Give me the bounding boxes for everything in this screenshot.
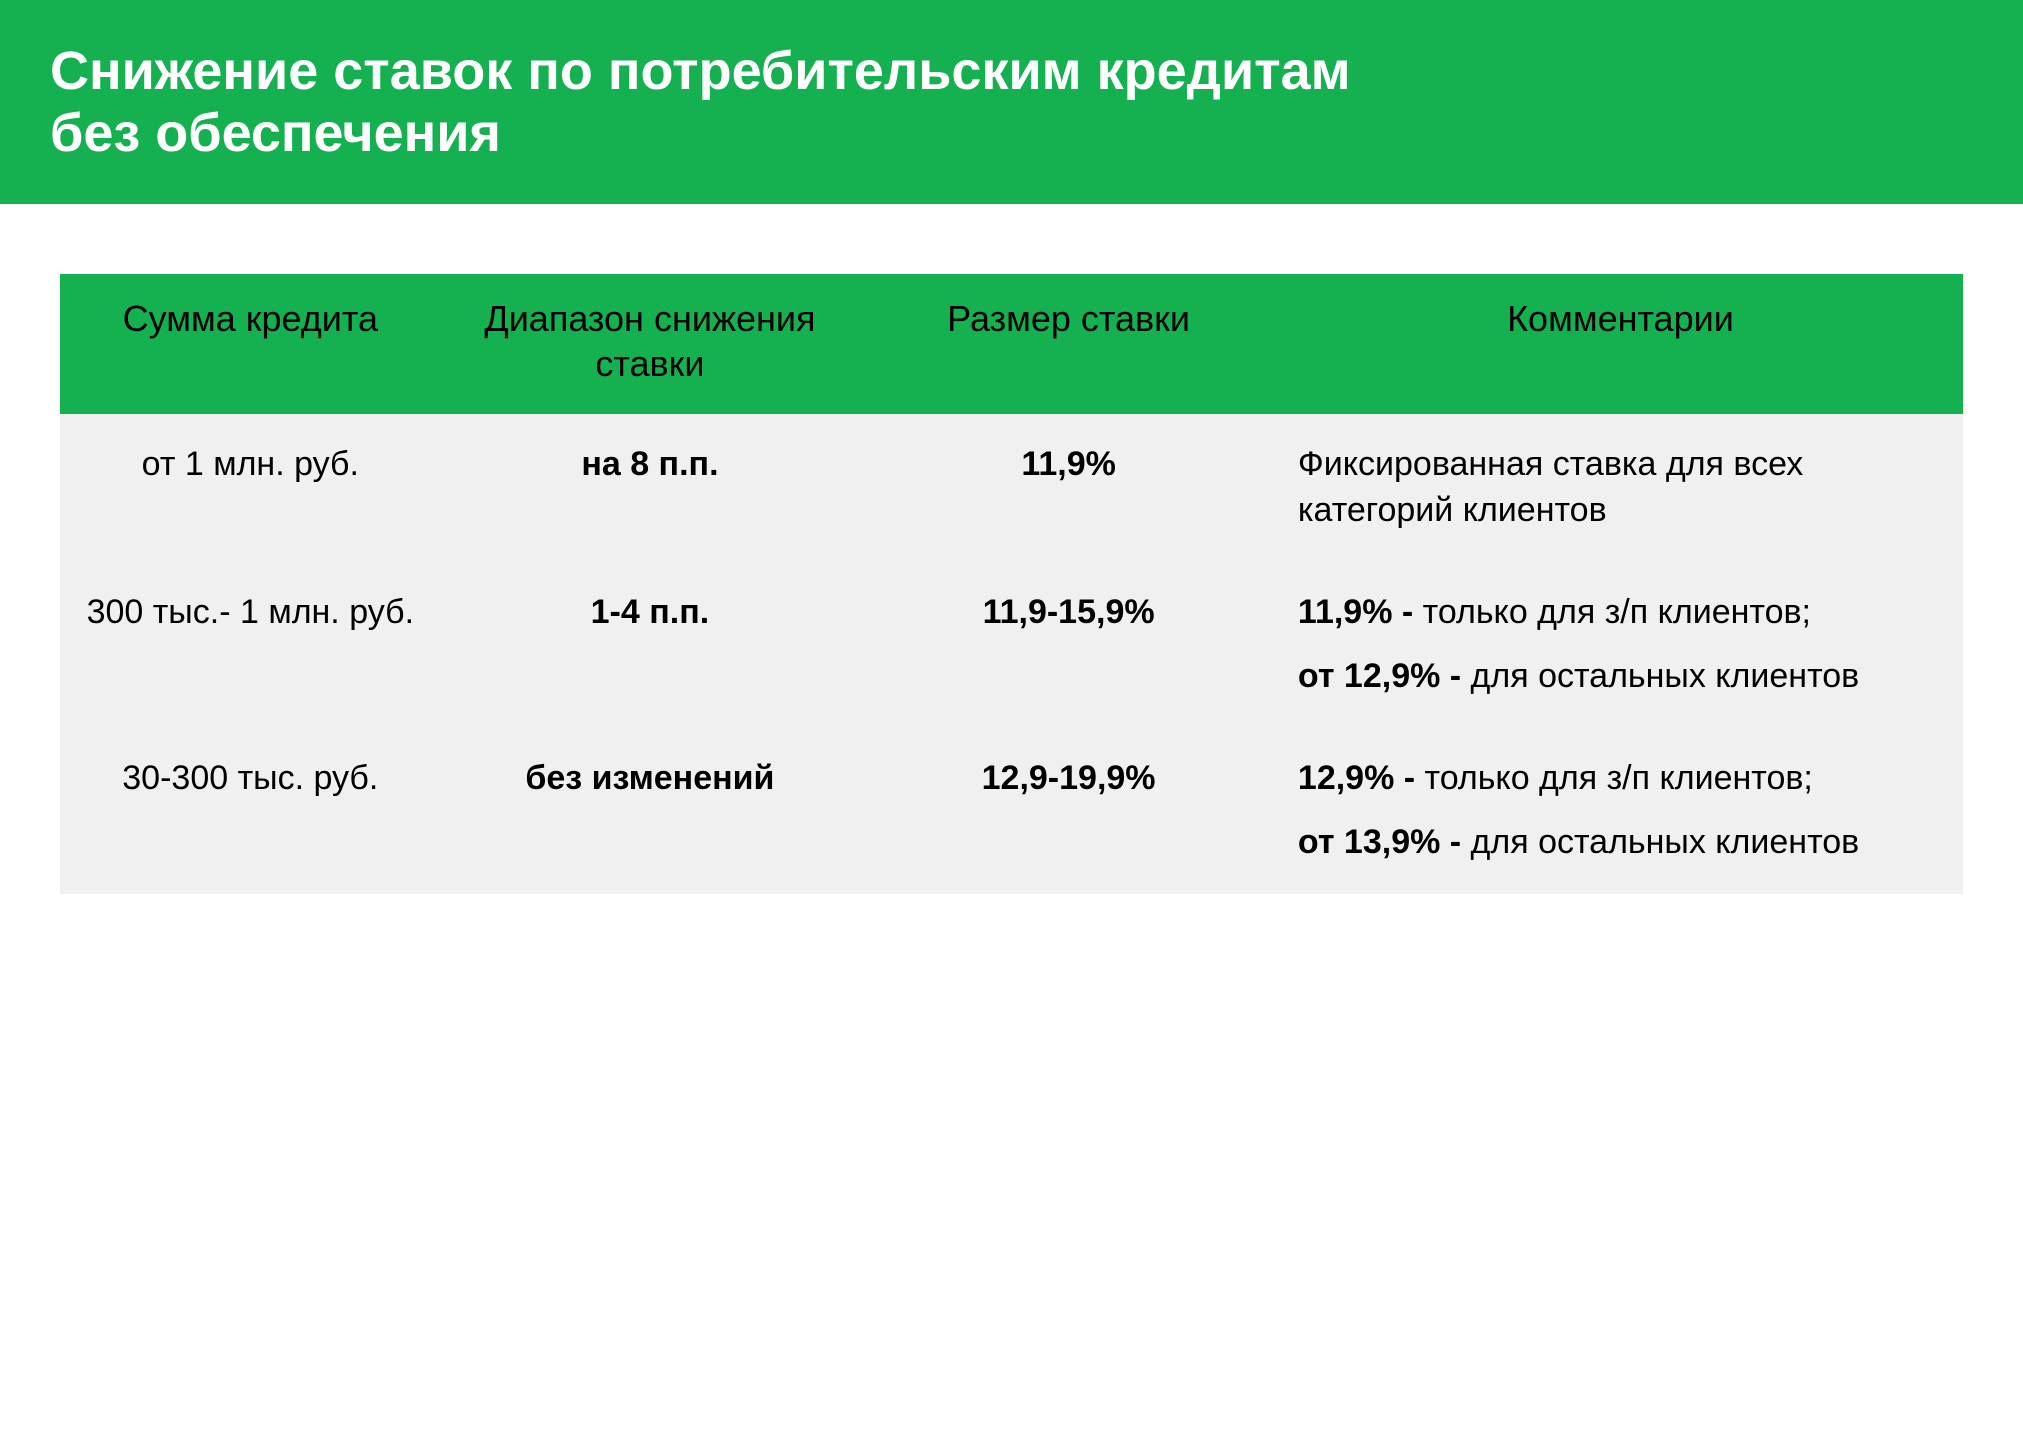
cell-comment: 12,9% - только для з/п клиентов; от 13,9… [1278,728,1963,894]
cell-comment: Фиксированная ставка для всех категорий … [1278,414,1963,562]
table-body: от 1 млн. руб. на 8 п.п. 11,9% Фиксирова… [60,414,1963,893]
comment-text: только для з/п клиентов; [1425,759,1813,797]
comment-bold: 11,9% - [1298,593,1423,631]
comment-line: от 12,9% - для остальных клиентов [1298,654,1943,700]
slide-header: Снижение ставок по потребительским креди… [0,0,2023,204]
col-header-comment: Комментарии [1278,274,1963,414]
table-row: 30-300 тыс. руб. без изменений 12,9-19,9… [60,728,1963,894]
table-row: 300 тыс.- 1 млн. руб. 1-4 п.п. 11,9-15,9… [60,562,1963,728]
cell-rate: 12,9-19,9% [859,728,1278,894]
col-header-rate: Размер ставки [859,274,1278,414]
table-header: Сумма кредита Диапазон снижения ставки Р… [60,274,1963,414]
title-line-1: Снижение ставок по потребительским креди… [50,41,1351,101]
comment-bold: 12,9% - [1298,759,1425,797]
comment-line: 11,9% - только для з/п клиентов; [1298,590,1943,636]
comment-bold: от 12,9% - [1298,657,1471,695]
cell-amount: 30-300 тыс. руб. [60,728,441,894]
comment-line: 12,9% - только для з/п клиентов; [1298,756,1943,802]
comment-text: Фиксированная ставка для всех категорий … [1298,445,1803,529]
comment-text: только для з/п клиентов; [1423,593,1811,631]
cell-amount: от 1 млн. руб. [60,414,441,562]
cell-rate: 11,9% [859,414,1278,562]
cell-range: без изменений [441,728,860,894]
cell-range: 1-4 п.п. [441,562,860,728]
title-line-2: без обеспечения [50,103,501,163]
cell-rate: 11,9-15,9% [859,562,1278,728]
cell-range: на 8 п.п. [441,414,860,562]
comment-bold: от 13,9% - [1298,823,1471,861]
comment-line: от 13,9% - для остальных клиентов [1298,820,1943,866]
slide-title: Снижение ставок по потребительским креди… [50,40,1973,164]
comment-line: Фиксированная ставка для всех категорий … [1298,442,1943,534]
col-header-amount: Сумма кредита [60,274,441,414]
comment-text: для остальных клиентов [1471,657,1860,695]
comment-text: для остальных клиентов [1471,823,1860,861]
slide-content: Сумма кредита Диапазон снижения ставки Р… [0,204,2023,893]
cell-comment: 11,9% - только для з/п клиентов; от 12,9… [1278,562,1963,728]
table-row: от 1 млн. руб. на 8 п.п. 11,9% Фиксирова… [60,414,1963,562]
cell-amount: 300 тыс.- 1 млн. руб. [60,562,441,728]
rates-table: Сумма кредита Диапазон снижения ставки Р… [60,274,1963,893]
col-header-range: Диапазон снижения ставки [441,274,860,414]
